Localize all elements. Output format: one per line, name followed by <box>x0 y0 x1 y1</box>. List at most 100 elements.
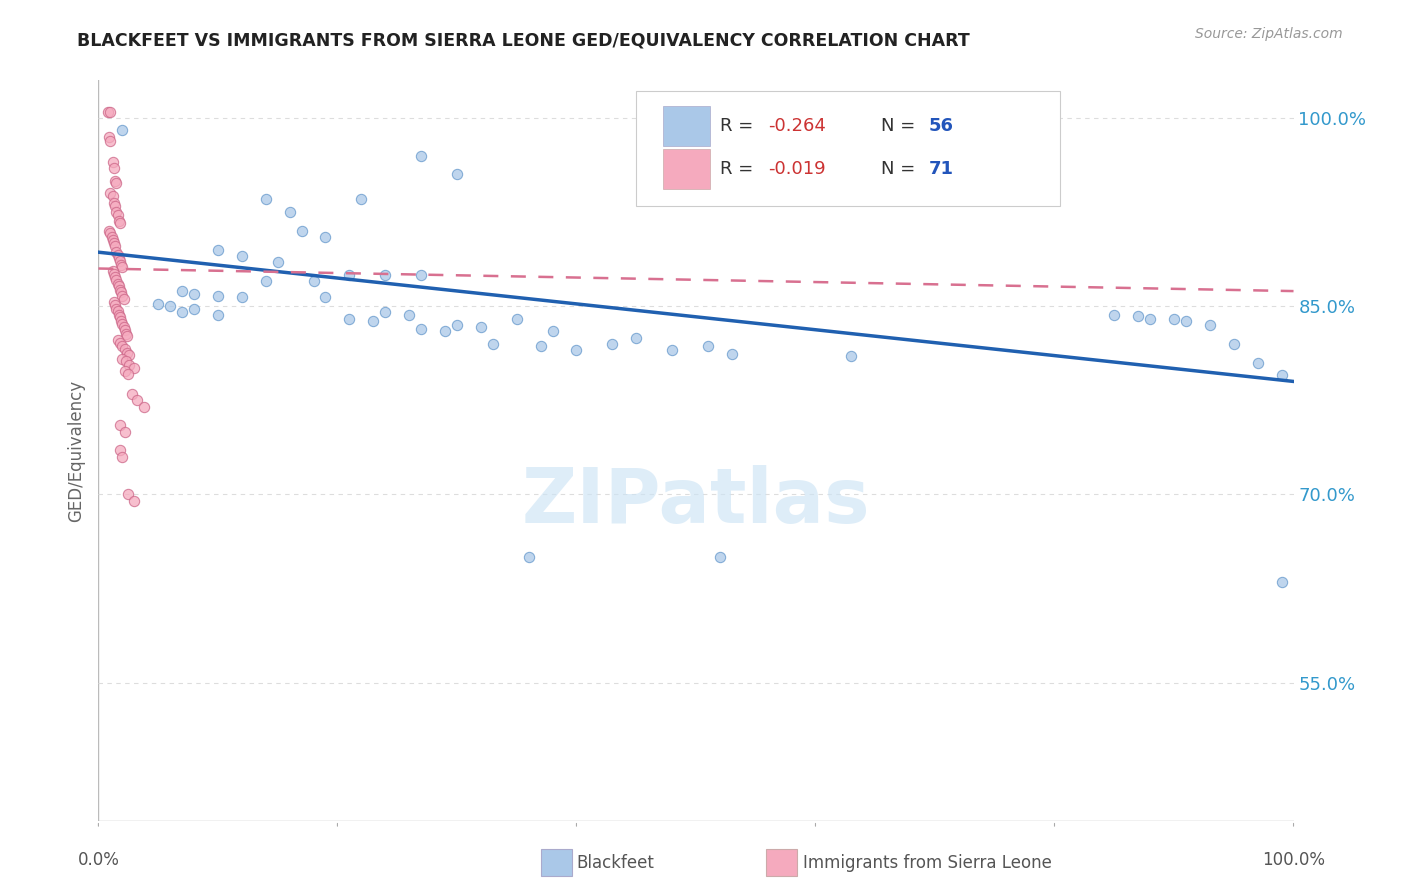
Point <box>105 205 128 219</box>
Point <box>107 333 129 347</box>
Point <box>517 550 540 565</box>
Point <box>434 324 457 338</box>
Point <box>107 277 129 291</box>
Point <box>115 345 138 359</box>
Point <box>107 248 129 262</box>
Point <box>339 311 361 326</box>
Point <box>530 339 553 353</box>
Point <box>107 308 129 322</box>
FancyBboxPatch shape <box>662 106 710 146</box>
Point <box>121 387 143 401</box>
Point <box>278 205 301 219</box>
Point <box>107 279 129 293</box>
Point <box>105 301 128 316</box>
Point <box>254 274 277 288</box>
Point <box>104 298 127 312</box>
Point <box>117 367 139 381</box>
Text: R =: R = <box>720 161 759 178</box>
Point <box>114 323 136 337</box>
Point <box>446 168 468 182</box>
Point <box>411 322 433 336</box>
Point <box>111 351 134 366</box>
Point <box>105 273 128 287</box>
Point <box>117 487 139 501</box>
Point <box>339 268 361 282</box>
Point <box>114 342 136 356</box>
Text: R =: R = <box>720 117 759 136</box>
Point <box>110 285 132 300</box>
Point <box>98 129 121 144</box>
Text: -0.019: -0.019 <box>768 161 825 178</box>
Point <box>721 347 744 361</box>
Point <box>101 154 124 169</box>
Point <box>541 324 564 338</box>
Point <box>104 199 127 213</box>
Point <box>132 400 155 414</box>
Text: 100.0%: 100.0% <box>1263 851 1324 869</box>
Point <box>315 230 337 244</box>
Point <box>111 317 134 331</box>
Text: -0.264: -0.264 <box>768 117 825 136</box>
Point <box>104 270 127 285</box>
Point <box>374 268 396 282</box>
Point <box>315 290 337 304</box>
Text: N =: N = <box>882 117 921 136</box>
Point <box>110 258 132 272</box>
Point <box>1139 311 1161 326</box>
Point <box>108 216 131 230</box>
Point <box>302 274 325 288</box>
Point <box>112 292 135 306</box>
Point <box>124 493 146 508</box>
Point <box>1247 356 1270 370</box>
Point <box>1271 368 1294 383</box>
Point <box>398 308 420 322</box>
Point <box>103 196 125 211</box>
FancyBboxPatch shape <box>662 149 710 189</box>
Point <box>112 320 135 334</box>
Point <box>446 318 468 332</box>
Point <box>98 186 122 201</box>
Point <box>98 104 122 119</box>
Point <box>207 308 229 322</box>
Point <box>1128 309 1150 323</box>
Point <box>470 320 492 334</box>
Point <box>841 349 863 363</box>
Point <box>105 245 128 260</box>
Point <box>565 343 588 357</box>
Point <box>374 305 396 319</box>
Point <box>107 208 129 222</box>
Point <box>115 326 138 341</box>
Point <box>1199 318 1222 332</box>
Point <box>118 348 141 362</box>
Point <box>103 161 125 175</box>
Point <box>661 343 683 357</box>
Point <box>291 224 314 238</box>
Point <box>107 214 129 228</box>
Point <box>124 360 146 375</box>
Point <box>98 224 121 238</box>
Text: N =: N = <box>882 161 921 178</box>
Point <box>1163 311 1185 326</box>
Point <box>103 267 125 281</box>
Point <box>108 418 131 433</box>
Point <box>183 286 205 301</box>
Point <box>107 252 129 266</box>
Point <box>254 193 277 207</box>
Text: 0.0%: 0.0% <box>77 851 120 869</box>
Point <box>207 243 229 257</box>
Point <box>411 268 433 282</box>
Text: 71: 71 <box>929 161 955 178</box>
Text: BLACKFEET VS IMMIGRANTS FROM SIERRA LEONE GED/EQUIVALENCY CORRELATION CHART: BLACKFEET VS IMMIGRANTS FROM SIERRA LEON… <box>77 31 970 49</box>
Point <box>110 314 132 328</box>
Point <box>125 393 148 408</box>
Point <box>363 314 385 328</box>
Point <box>98 134 122 148</box>
Point <box>111 123 134 137</box>
Point <box>172 305 194 319</box>
Point <box>111 339 134 353</box>
Point <box>350 193 373 207</box>
Point <box>115 354 138 368</box>
Point <box>114 364 136 378</box>
Point <box>709 550 731 565</box>
Y-axis label: GED/Equivalency: GED/Equivalency <box>67 379 86 522</box>
